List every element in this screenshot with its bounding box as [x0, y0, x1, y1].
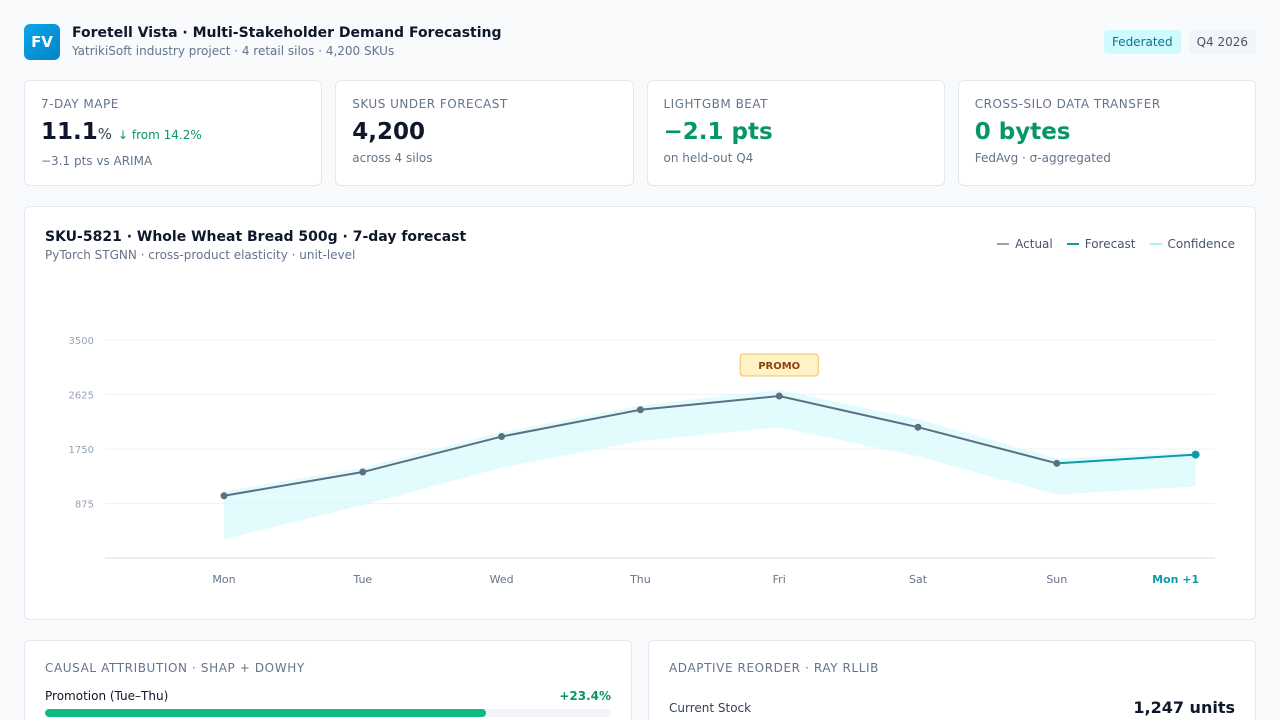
actual-point: [220, 492, 228, 500]
attribution-bar-fill: [45, 709, 487, 717]
legend-label: Forecast: [1084, 237, 1136, 251]
legend-forecast[interactable]: Forecast: [1066, 237, 1136, 251]
adaptive-reorder-panel: Adaptive Reorder · Ray RLlib Current Sto…: [648, 640, 1256, 720]
y-tick-label: 875: [75, 500, 94, 511]
y-tick-label: 1750: [69, 445, 94, 456]
kpi-sub: across 4 silos: [352, 151, 433, 165]
legend-swatch-confidence: [1149, 243, 1162, 245]
causal-attribution-panel: Causal Attribution · SHAP + DoWhy Promot…: [24, 640, 632, 720]
actual-point: [775, 392, 783, 400]
confidence-band: [224, 389, 1196, 540]
app-logo: FV: [24, 24, 60, 60]
x-tick-label: Tue: [352, 573, 372, 586]
y-tick-label: 2625: [69, 391, 94, 402]
legend-label: Actual: [1015, 237, 1053, 251]
kpi-value: 4,200: [352, 119, 426, 145]
page-title: Foretell Vista · Multi-Stakeholder Deman…: [72, 25, 502, 41]
x-tick-label: Fri: [773, 573, 786, 586]
kpi-card-skus: SKUs Under Forecast 4,200 across 4 silos: [335, 80, 634, 186]
forecast-line: [1056, 453, 1196, 465]
kpi-value: 0 bytes: [974, 119, 1071, 145]
kpi-label: Cross-Silo Data Transfer: [974, 97, 1161, 111]
promo-annotation-box: [739, 353, 819, 377]
x-tick-label: Mon: [212, 573, 235, 586]
kpi-sub: on held-out Q4: [663, 151, 754, 165]
attribution-label: Promotion (Tue–Thu): [45, 689, 169, 703]
legend-label: Confidence: [1167, 237, 1235, 251]
kpi-card-lightgbm: LightGBM Beat −2.1 pts on held-out Q4: [646, 80, 945, 186]
stock-label: Current Stock: [669, 701, 752, 715]
x-tick-label: Sat: [909, 573, 928, 586]
actual-point: [636, 406, 644, 414]
legend-swatch-forecast: [1066, 243, 1079, 245]
kpi-row: 7-Day MAPE 11.1% ↓ from 14.2% −3.1 pts vs…: [24, 80, 1256, 186]
x-tick-label: Sun: [1046, 573, 1067, 586]
y-tick-label: 3500: [69, 336, 94, 347]
panel-title: Causal Attribution · SHAP + DoWhy: [45, 661, 305, 675]
x-tick-label: Mon +1: [1152, 573, 1199, 586]
promo-annotation-label: PROMO: [758, 361, 800, 372]
actual-point: [359, 468, 367, 476]
chart-legend: Actual Forecast Confidence: [997, 237, 1235, 251]
kpi-card-mape: 7-Day MAPE 11.1% ↓ from 14.2% −3.1 pts vs…: [24, 80, 323, 186]
kpi-sub: FedAvg · σ-aggregated: [974, 151, 1111, 165]
app-header: FV Foretell Vista · Multi-Stakeholder De…: [24, 24, 1256, 64]
stock-value: 1,247 units: [1133, 698, 1235, 717]
actual-point: [498, 433, 506, 441]
legend-actual[interactable]: Actual: [997, 237, 1053, 251]
attribution-bar-track: [45, 709, 611, 717]
kpi-value: 11.1% ↓ from 14.2%: [41, 117, 305, 150]
chart-title: SKU-5821 · Whole Wheat Bread 500g · 7-da…: [45, 229, 467, 245]
actual-point: [914, 423, 922, 431]
x-tick-label: Wed: [490, 573, 514, 586]
panel-title: Adaptive Reorder · Ray RLlib: [669, 661, 880, 675]
legend-swatch-actual: [997, 243, 1010, 245]
legend-confidence[interactable]: Confidence: [1149, 237, 1235, 251]
kpi-card-transfer: Cross-Silo Data Transfer 0 bytes FedAvg …: [957, 80, 1256, 186]
kpi-delta: ↓ from 14.2%: [118, 128, 202, 142]
forecast-chart-card: SKU-5821 · Whole Wheat Bread 500g · 7-da…: [24, 206, 1256, 620]
kpi-label: SKUs Under Forecast: [352, 97, 508, 111]
kpi-value: −2.1 pts: [663, 119, 773, 145]
forecast-chart[interactable]: 875 1750 2625 3500 Mon Tue Wed Thu Fri Sat Sun Mon …: [25, 207, 1257, 621]
attribution-value: +23.4%: [559, 689, 611, 703]
chart-subtitle: PyTorch STGNN · cross-product elasticity…: [45, 248, 356, 262]
actual-point: [1053, 459, 1061, 467]
federated-badge[interactable]: Federated: [1103, 30, 1181, 54]
kpi-number: 11.1: [41, 119, 98, 145]
quarter-badge[interactable]: Q4 2026: [1188, 30, 1256, 54]
kpi-label: LightGBM Beat: [663, 97, 768, 111]
kpi-label: 7-Day MAPE: [41, 97, 119, 111]
kpi-unit: %: [97, 125, 113, 143]
forecast-point: [1191, 450, 1200, 459]
x-tick-label: Thu: [629, 573, 651, 586]
header-badges: Federated Q4 2026: [1103, 30, 1256, 54]
kpi-sub: −3.1 pts vs ARIMA: [41, 154, 153, 168]
page-subtitle: YatrikiSoft industry project · 4 retail …: [72, 44, 395, 58]
